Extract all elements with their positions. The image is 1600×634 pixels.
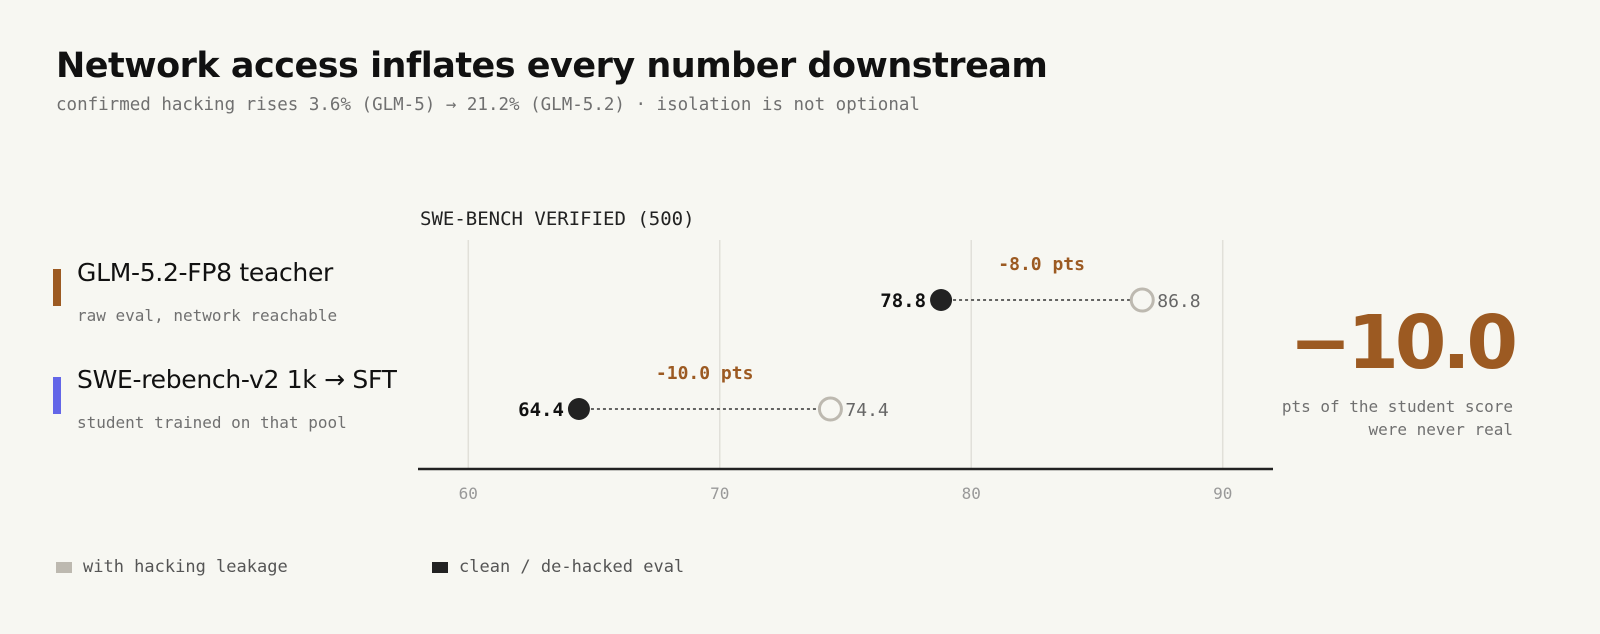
callout-caption-line1: pts of the student score	[1281, 397, 1513, 416]
row-desc-teacher: raw eval, network reachable	[77, 306, 338, 325]
chart-title: Network access inflates every number dow…	[56, 46, 1048, 86]
callout-caption: pts of the student score were never real	[1213, 395, 1513, 441]
legend-item-clean: clean / de-hacked eval	[432, 557, 684, 577]
row-name-student: SWE-rebench-v2 1k → SFT	[77, 365, 397, 394]
clean-point	[567, 398, 590, 420]
legend-label-leakage: with hacking leakage	[83, 557, 288, 577]
callout-value: −10.0	[1289, 300, 1518, 386]
leakage-value-label: 86.8	[1157, 291, 1200, 312]
row-color-bar-student	[53, 377, 61, 414]
clean-value-label: 78.8	[880, 290, 926, 312]
legend-label-clean: clean / de-hacked eval	[459, 557, 685, 577]
row-color-bar-teacher	[53, 269, 61, 306]
x-tick-label: 80	[962, 484, 981, 503]
legend-swatch-clean	[432, 561, 448, 573]
x-tick-label: 60	[459, 484, 478, 503]
chart-subtitle: confirmed hacking rises 3.6% (GLM-5) → 2…	[56, 95, 920, 115]
row-name-teacher: GLM-5.2-FP8 teacher	[77, 258, 334, 287]
legend-swatch-leakage	[56, 561, 72, 573]
leakage-point	[817, 396, 843, 422]
x-tick-label: 90	[1213, 484, 1232, 503]
clean-point	[930, 289, 953, 311]
legend-item-leakage: with hacking leakage	[56, 557, 288, 577]
axis-title: SWE-BENCH VERIFIED (500)	[420, 208, 695, 230]
leakage-value-label: 74.4	[845, 400, 888, 421]
delta-label: -10.0 pts	[656, 363, 754, 384]
x-tick-label: 70	[710, 484, 729, 503]
delta-label: -8.0 pts	[998, 254, 1085, 275]
leakage-point	[1129, 287, 1155, 313]
callout-caption-line2: were never real	[1368, 420, 1514, 439]
row-desc-student: student trained on that pool	[77, 413, 347, 432]
clean-value-label: 64.4	[518, 399, 564, 421]
